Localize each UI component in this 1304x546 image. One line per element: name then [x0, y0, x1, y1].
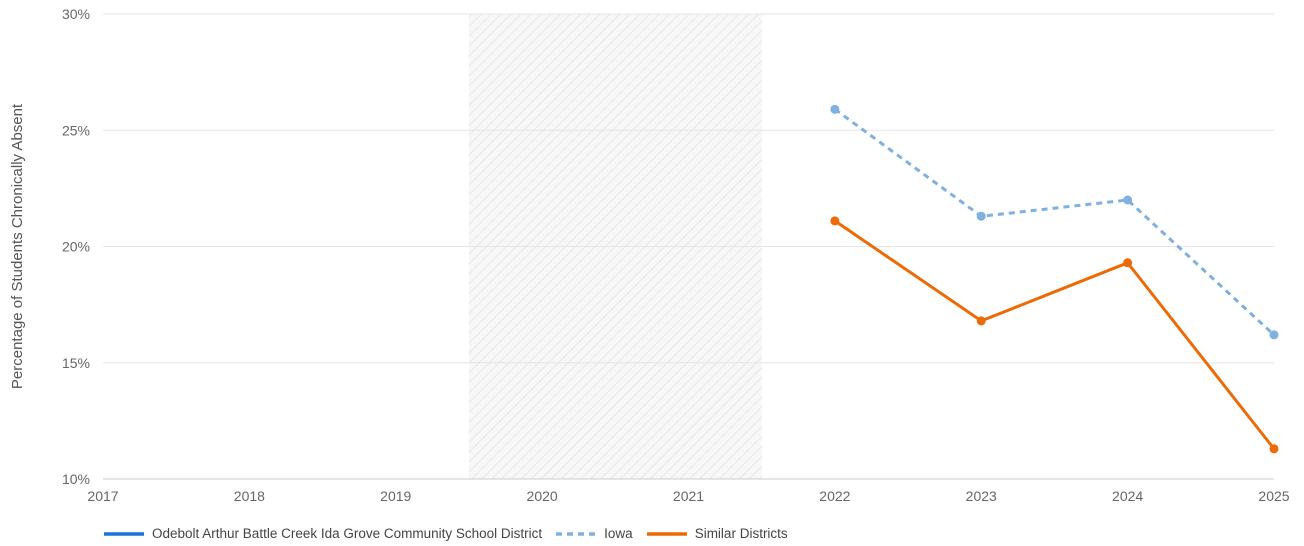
series-points: [830, 104, 1279, 454]
series-point-1[interactable]: [976, 211, 986, 221]
series-point-2[interactable]: [1269, 444, 1279, 454]
x-tick-label: 2024: [1112, 488, 1143, 504]
gridlines: [103, 13, 1274, 480]
legend: Odebolt Arthur Battle Creek Ida Grove Co…: [104, 526, 802, 541]
series-lines: [834, 108, 1276, 450]
x-tick-label: 2020: [527, 488, 558, 504]
series-point-2[interactable]: [830, 216, 840, 226]
legend-item-1[interactable]: Iowa: [556, 526, 633, 541]
y-tick-label: 10%: [62, 471, 90, 487]
legend-swatch: [646, 531, 687, 536]
series-line-2: [834, 219, 1276, 450]
legend-label: Odebolt Arthur Battle Creek Ida Grove Co…: [152, 526, 543, 541]
series-point-2[interactable]: [976, 316, 986, 326]
legend-label: Similar Districts: [694, 526, 788, 541]
legend-item-2[interactable]: Similar Districts: [646, 526, 788, 541]
x-tick-label: 2019: [380, 488, 411, 504]
line-chart: 10% 15% 20% 25% 30% 2017 2018 2019 2020 2021 2022 2…: [9, 6, 1290, 504]
y-axis-title: Percentage of Students Chronically Absen…: [9, 103, 26, 389]
legend-label: Iowa: [604, 526, 633, 541]
x-tick-label: 2025: [1258, 488, 1289, 504]
x-tick-label: 2023: [966, 488, 997, 504]
x-tick-label: 2022: [819, 488, 850, 504]
tick-labels: 10% 15% 20% 25% 30% 2017 2018 2019 2020 2021 2022 2…: [62, 6, 1290, 504]
y-tick-label: 30%: [62, 6, 90, 22]
series-line-1: [834, 108, 1276, 337]
legend-swatch: [104, 531, 144, 536]
y-tick-label: 15%: [62, 355, 90, 371]
series-point-1[interactable]: [1123, 195, 1133, 205]
x-tick-label: 2018: [234, 488, 265, 504]
legend-swatch: [556, 531, 597, 536]
x-tick-label: 2017: [87, 488, 118, 504]
series-point-1[interactable]: [830, 104, 840, 114]
series-point-2[interactable]: [1123, 258, 1133, 268]
legend-item-0[interactable]: Odebolt Arthur Battle Creek Ida Grove Co…: [104, 526, 542, 541]
y-tick-label: 25%: [62, 122, 90, 138]
x-tick-label: 2021: [673, 488, 704, 504]
series-point-1[interactable]: [1269, 330, 1279, 340]
y-tick-label: 20%: [62, 239, 90, 255]
